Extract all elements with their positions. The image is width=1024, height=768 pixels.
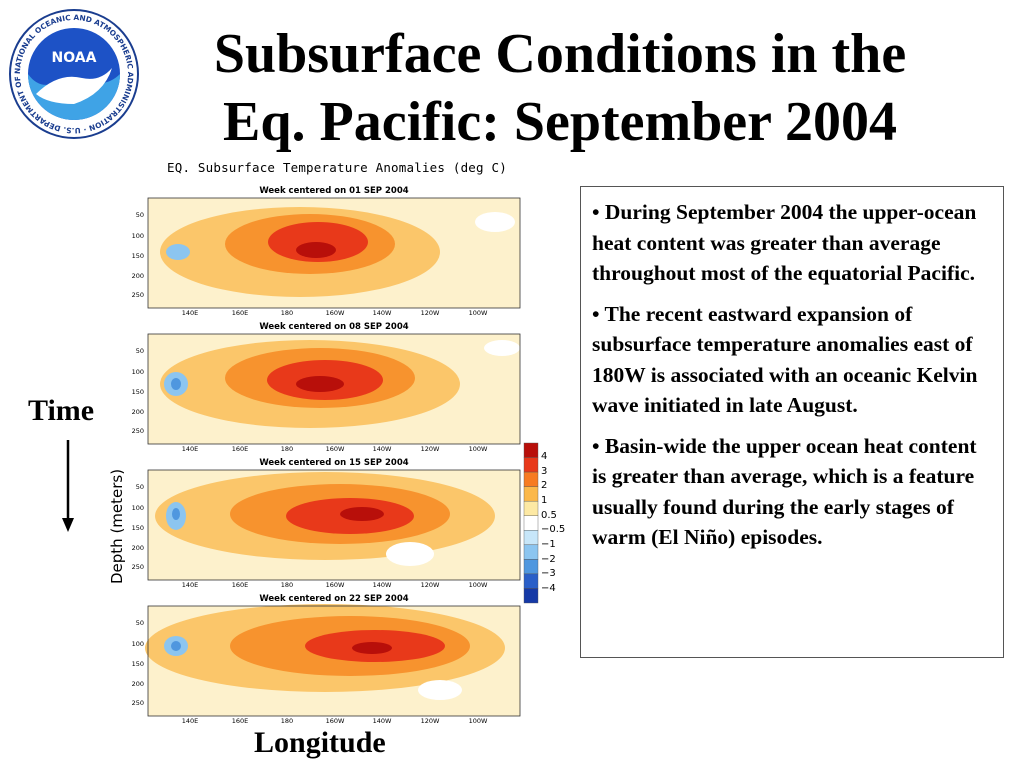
colorbar-label: −0.5 [541, 524, 565, 535]
axis-tick-label: 120W [421, 581, 440, 589]
axis-tick-label: 140E [182, 717, 199, 725]
axis-tick-label: 140E [182, 445, 199, 453]
axis-tick-label: 200 [132, 408, 144, 416]
axis-tick-label: 160W [326, 445, 345, 453]
colorbar-label: 3 [541, 466, 547, 477]
axis-tick-label: 140E [182, 581, 199, 589]
axis-tick-label: 180 [281, 717, 293, 725]
axis-tick-label: 180 [281, 581, 293, 589]
colorbar-swatch [523, 442, 539, 458]
axis-tick-label: 160E [232, 309, 249, 317]
down-arrow-icon [62, 440, 74, 532]
anomaly-panel-1: Week centered on 01 SEP 2004 50 100 150 … [110, 182, 530, 330]
axis-tick-label: 160W [326, 309, 345, 317]
axis-tick-label: 100W [469, 717, 488, 725]
colorbar-swatch [523, 530, 539, 546]
colorbar-labels: 4 3 2 1 0.5 −0.5 −1 −2 −3 −4 [541, 451, 565, 594]
colorbar-swatch [523, 515, 539, 531]
axis-tick-label: 100W [469, 309, 488, 317]
axis-tick-label: 100 [132, 368, 144, 376]
axis-tick-label: 160E [232, 581, 249, 589]
colorbar-swatch [523, 588, 539, 604]
anomaly-panel-svg: Week centered on 08 SEP 2004 50 100 150 … [132, 322, 521, 453]
colorbar: 4 3 2 1 0.5 −0.5 −1 −2 −3 −4 [523, 442, 565, 604]
axis-tick-label: 100W [469, 445, 488, 453]
axis-tick-label: 140W [373, 445, 392, 453]
colorbar-swatch [523, 544, 539, 560]
longitude-axis-label: Longitude [254, 726, 386, 759]
axis-tick-label: 150 [132, 388, 144, 396]
depth-axis-label: Depth (meters) [108, 469, 126, 584]
bullet-2: • The recent eastward expansion of subsu… [592, 301, 978, 418]
figure-title: EQ. Subsurface Temperature Anomalies (de… [167, 160, 507, 175]
anomaly-panel-svg: Week centered on 15 SEP 2004 50 100 150 … [132, 458, 521, 589]
axis-tick-label: 100 [132, 640, 144, 648]
bullet-1: • During September 2004 the upper-ocean … [592, 200, 977, 285]
axis-tick-label: 200 [132, 272, 144, 280]
axis-tick-label: 250 [132, 291, 144, 299]
colorbar-label: 0.5 [541, 510, 557, 521]
axis-tick-label: 100 [132, 504, 144, 512]
axis-tick-label: 100 [132, 232, 144, 240]
axis-tick-label: 100W [469, 581, 488, 589]
anomaly-panel-3: Week centered on 15 SEP 2004 50 100 150 … [110, 454, 530, 602]
axis-tick-label: 140W [373, 717, 392, 725]
notes-textbox: • During September 2004 the upper-ocean … [580, 186, 1004, 658]
axis-tick-label: 140W [373, 581, 392, 589]
anomaly-panel-4: Week centered on 22 SEP 2004 50 100 150 … [110, 590, 530, 738]
axis-tick-label: 200 [132, 544, 144, 552]
axis-tick-label: 160E [232, 717, 249, 725]
axis-tick-label: 50 [136, 483, 144, 491]
axis-tick-label: 250 [132, 699, 144, 707]
colorbar-label: −2 [541, 554, 556, 565]
axis-tick-label: 50 [136, 347, 144, 355]
colorbar-label: −1 [541, 539, 556, 550]
axis-tick-label: 160W [326, 717, 345, 725]
axis-tick-label: 200 [132, 680, 144, 688]
axis-tick-label: 50 [136, 619, 144, 627]
panel-title: Week centered on 01 SEP 2004 [259, 186, 408, 196]
anomaly-panel-svg: Week centered on 01 SEP 2004 50 100 150 … [132, 186, 521, 317]
time-axis-label: Time [28, 394, 95, 427]
colorbar-label: −4 [541, 583, 556, 594]
axis-tick-label: 250 [132, 563, 144, 571]
axis-tick-label: 250 [132, 427, 144, 435]
axis-tick-label: 140W [373, 309, 392, 317]
slide-title-line-1: Subsurface Conditions in the [213, 23, 907, 85]
axis-tick-label: 140E [182, 309, 199, 317]
anomaly-panel-2: Week centered on 08 SEP 2004 50 100 150 … [110, 318, 530, 466]
axis-tick-label: 180 [281, 445, 293, 453]
bullet-3: • Basin-wide the upper ocean heat conten… [592, 433, 977, 550]
colorbar-label: 2 [541, 480, 547, 491]
axis-tick-label: 150 [132, 524, 144, 532]
noaa-logo: NOAA NATIONAL OCEANIC AND ATMOSPHERIC AD… [8, 8, 139, 139]
anomaly-panel-svg: Week centered on 22 SEP 2004 50 100 150 … [132, 594, 521, 725]
axis-tick-label: 180 [281, 309, 293, 317]
axis-tick-label: 150 [132, 252, 144, 260]
axis-tick-label: 150 [132, 660, 144, 668]
logo-text: NOAA [52, 50, 97, 66]
axis-tick-label: 120W [421, 445, 440, 453]
colorbar-label: 1 [541, 495, 547, 506]
panel-title: Week centered on 15 SEP 2004 [259, 458, 408, 468]
colorbar-swatches [523, 442, 539, 604]
colorbar-label: −3 [541, 568, 556, 579]
colorbar-swatch [523, 559, 539, 575]
slide-title: Subsurface Conditions in the Eq. Pacific… [150, 20, 970, 156]
axis-tick-label: 160W [326, 581, 345, 589]
colorbar-swatch [523, 500, 539, 516]
panel-title: Week centered on 08 SEP 2004 [259, 322, 408, 332]
slide-title-line-2: Eq. Pacific: September 2004 [223, 91, 897, 153]
colorbar-label: 4 [541, 451, 547, 462]
colorbar-swatch [523, 486, 539, 502]
axis-tick-label: 50 [136, 211, 144, 219]
axis-tick-label: 120W [421, 309, 440, 317]
colorbar-swatch [523, 457, 539, 473]
colorbar-swatch [523, 573, 539, 589]
colorbar-swatch [523, 471, 539, 487]
axis-tick-label: 160E [232, 445, 249, 453]
panel-title: Week centered on 22 SEP 2004 [259, 594, 408, 604]
depth-axis-text: Depth (meters) [108, 469, 126, 584]
axis-tick-label: 120W [421, 717, 440, 725]
